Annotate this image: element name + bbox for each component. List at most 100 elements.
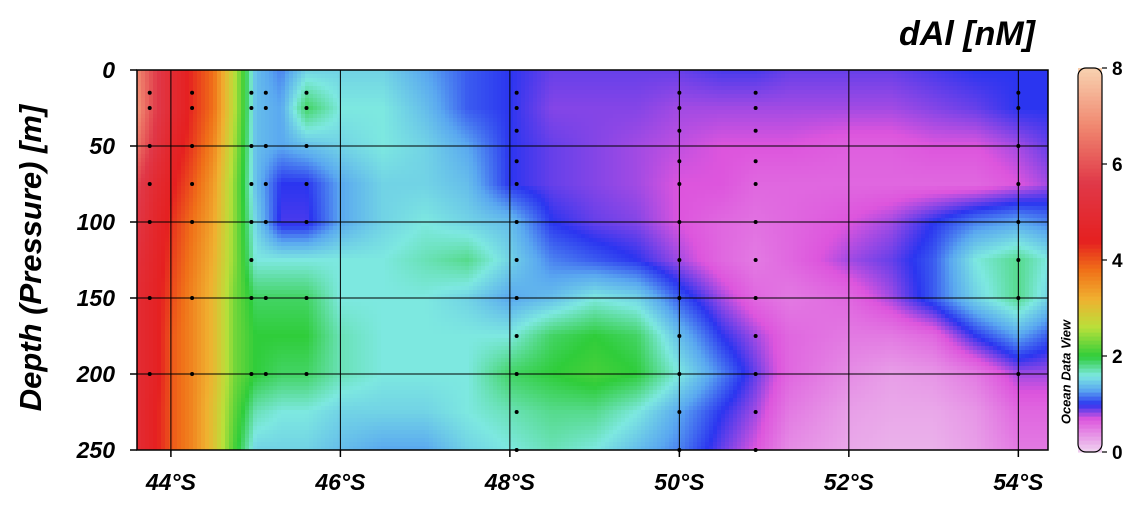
heatmap-cell [629, 114, 634, 119]
heatmap-cell [605, 154, 610, 159]
heatmap-cell [933, 78, 938, 83]
heatmap-cell [529, 94, 534, 99]
heatmap-cell [249, 130, 254, 135]
heatmap-cell [865, 134, 870, 139]
heatmap-cell [629, 134, 634, 139]
heatmap-cell [649, 138, 654, 143]
heatmap-cell [377, 90, 382, 95]
heatmap-cell [773, 102, 778, 107]
heatmap-cell [797, 78, 802, 83]
heatmap-cell [889, 82, 894, 87]
heatmap-cell [753, 110, 758, 115]
heatmap-cell [153, 118, 158, 123]
heatmap-cell [1033, 130, 1038, 135]
heatmap-cell [933, 102, 938, 107]
heatmap-cell [505, 94, 510, 99]
heatmap-cell [905, 86, 910, 91]
heatmap-cell [673, 90, 678, 95]
heatmap-cell [409, 102, 414, 107]
heatmap-cell [533, 90, 538, 95]
heatmap-cell [533, 86, 538, 91]
heatmap-cell [1021, 102, 1026, 107]
heatmap-cell [449, 82, 454, 87]
heatmap-cell [541, 154, 546, 159]
heatmap-cell [637, 146, 642, 151]
heatmap-cell [969, 150, 974, 155]
heatmap-cell [825, 154, 830, 159]
heatmap-cell [437, 146, 442, 151]
heatmap-cell [417, 82, 422, 87]
heatmap-cell [421, 130, 426, 135]
heatmap-cell [941, 82, 946, 87]
heatmap-cell [409, 74, 414, 79]
heatmap-cell [661, 114, 666, 119]
heatmap-cell [745, 106, 750, 111]
heatmap-cell [581, 78, 586, 83]
heatmap-cell [577, 98, 582, 103]
heatmap-cell [161, 106, 166, 111]
heatmap-cell [449, 138, 454, 143]
heatmap-cell [445, 110, 450, 115]
heatmap-cell [937, 130, 942, 135]
heatmap-cell [693, 154, 698, 159]
heatmap-cell [913, 114, 918, 119]
heatmap-cell [737, 106, 742, 111]
heatmap-cell [309, 154, 314, 159]
heatmap-cell [969, 86, 974, 91]
heatmap-cell [1041, 138, 1046, 143]
heatmap-cell [809, 86, 814, 91]
heatmap-cell [201, 106, 206, 111]
heatmap-cell [789, 146, 794, 151]
heatmap-cell [817, 134, 822, 139]
heatmap-cell [701, 154, 706, 159]
heatmap-cell [749, 134, 754, 139]
heatmap-cell [893, 102, 898, 107]
heatmap-cell [869, 130, 874, 135]
heatmap-cell [889, 110, 894, 115]
heatmap-cell [373, 126, 378, 131]
heatmap-cell [969, 98, 974, 103]
heatmap-cell [257, 82, 262, 87]
heatmap-cell [297, 86, 302, 91]
heatmap-cell [177, 106, 182, 111]
heatmap-cell [521, 94, 526, 99]
heatmap-cell [161, 74, 166, 79]
heatmap-cell [725, 82, 730, 87]
heatmap-cell [593, 102, 598, 107]
heatmap-cell [721, 150, 726, 155]
heatmap-cell [289, 146, 294, 151]
heatmap-cell [201, 110, 206, 115]
heatmap-cell [305, 122, 310, 127]
heatmap-cell [481, 138, 486, 143]
heatmap-cell [701, 94, 706, 99]
heatmap-cell [565, 94, 570, 99]
heatmap-cell [333, 86, 338, 91]
heatmap-cell [433, 118, 438, 123]
heatmap-cell [433, 122, 438, 127]
heatmap-cell [181, 94, 186, 99]
heatmap-cell [541, 126, 546, 131]
heatmap-cell [541, 82, 546, 87]
heatmap-cell [853, 134, 858, 139]
heatmap-cell [313, 106, 318, 111]
heatmap-cell [501, 114, 506, 119]
heatmap-cell [981, 118, 986, 123]
heatmap-cell [937, 86, 942, 91]
heatmap-cell [781, 78, 786, 83]
heatmap-cell [457, 150, 462, 155]
heatmap-cell [837, 78, 842, 83]
heatmap-cell [317, 138, 322, 143]
heatmap-cell [377, 114, 382, 119]
heatmap-cell [409, 106, 414, 111]
heatmap-cell [697, 106, 702, 111]
heatmap-cell [769, 110, 774, 115]
heatmap-cell [737, 146, 742, 151]
heatmap-cell [377, 110, 382, 115]
heatmap-cell [365, 106, 370, 111]
heatmap-cell [569, 150, 574, 155]
heatmap-cell [273, 86, 278, 91]
heatmap-cell [821, 110, 826, 115]
heatmap-cell [609, 154, 614, 159]
heatmap-cell [589, 126, 594, 131]
heatmap-cell [917, 150, 922, 155]
